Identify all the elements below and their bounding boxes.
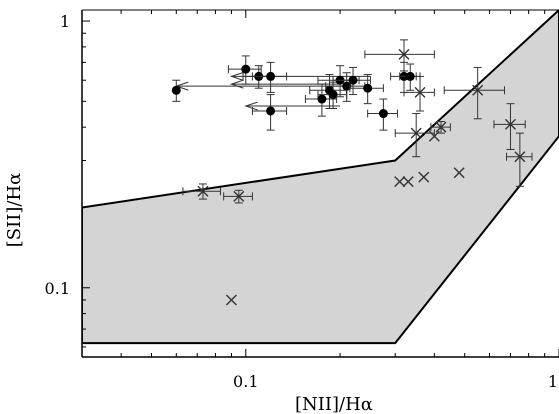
cross-point bbox=[182, 183, 221, 200]
cross-point bbox=[394, 176, 406, 188]
filled-circle-point bbox=[171, 79, 181, 102]
cross-marker-line bbox=[435, 121, 447, 133]
arrow-head bbox=[244, 101, 258, 111]
cross-marker-line bbox=[394, 176, 406, 188]
filled-circle-marker bbox=[328, 90, 338, 100]
filled-circle-marker bbox=[266, 106, 276, 116]
cross-marker-line bbox=[453, 167, 465, 179]
filled-circle-point bbox=[251, 94, 288, 131]
filled-circle-point bbox=[332, 66, 371, 96]
cross-marker-line bbox=[472, 84, 484, 96]
filled-circle-marker bbox=[266, 71, 276, 81]
filled-circle-marker bbox=[342, 81, 352, 91]
axes-layer: 0.1 1 0.1 1 bbox=[45, 9, 559, 391]
cross-point bbox=[364, 39, 435, 72]
y-tick-label: 0.1 bbox=[45, 279, 70, 298]
cross-point bbox=[443, 66, 506, 120]
cross-marker-line bbox=[428, 130, 440, 142]
filled-circle-marker bbox=[317, 94, 327, 104]
x-tick-label: 0.1 bbox=[233, 372, 258, 391]
cross-point bbox=[418, 171, 430, 183]
y-tick-label: 1 bbox=[60, 12, 70, 31]
filled-circle-marker bbox=[348, 75, 358, 85]
upper-limit-arrow bbox=[244, 101, 341, 111]
filled-circle-marker bbox=[241, 64, 251, 74]
x-tick-label: 1 bbox=[548, 372, 558, 391]
cross-point bbox=[225, 294, 237, 306]
filled-circle-marker bbox=[378, 109, 388, 119]
cross-point bbox=[506, 132, 533, 187]
cross-marker-line bbox=[410, 127, 422, 139]
filled-circle-marker bbox=[171, 85, 181, 95]
filled-circle-point bbox=[349, 74, 384, 105]
x-axis-label: [NII]/Hα bbox=[295, 394, 373, 414]
filled-circle-marker bbox=[363, 83, 373, 93]
cross-marker-line bbox=[402, 176, 414, 188]
filled-circle-marker bbox=[405, 71, 415, 81]
cross-marker-line bbox=[504, 118, 516, 130]
arrow-head bbox=[229, 79, 244, 89]
y-axis-label: [SII]/Hα bbox=[4, 173, 25, 248]
cross-point bbox=[493, 103, 526, 150]
cross-point bbox=[428, 130, 440, 142]
cross-marker-line bbox=[233, 190, 245, 202]
filled-circle-point bbox=[367, 98, 398, 131]
shaded-region bbox=[82, 10, 559, 345]
cross-marker-line bbox=[225, 294, 237, 306]
cross-point bbox=[223, 189, 253, 204]
cross-marker-line bbox=[514, 151, 526, 163]
cross-point bbox=[403, 75, 435, 112]
cross-point bbox=[394, 113, 435, 158]
cross-marker-line bbox=[398, 48, 410, 60]
cross-point bbox=[430, 121, 451, 134]
cross-point bbox=[402, 176, 414, 188]
plot-area bbox=[82, 10, 559, 345]
filled-circle-point bbox=[227, 55, 262, 85]
cross-marker-line bbox=[414, 86, 426, 98]
filled-circle-point bbox=[251, 61, 288, 93]
filled-circle-point bbox=[304, 83, 338, 117]
filled-circle-point bbox=[325, 72, 366, 102]
cross-marker-line bbox=[197, 185, 209, 197]
cross-marker-line bbox=[418, 171, 430, 183]
arrow-head bbox=[229, 71, 244, 81]
cross-point bbox=[453, 167, 465, 179]
